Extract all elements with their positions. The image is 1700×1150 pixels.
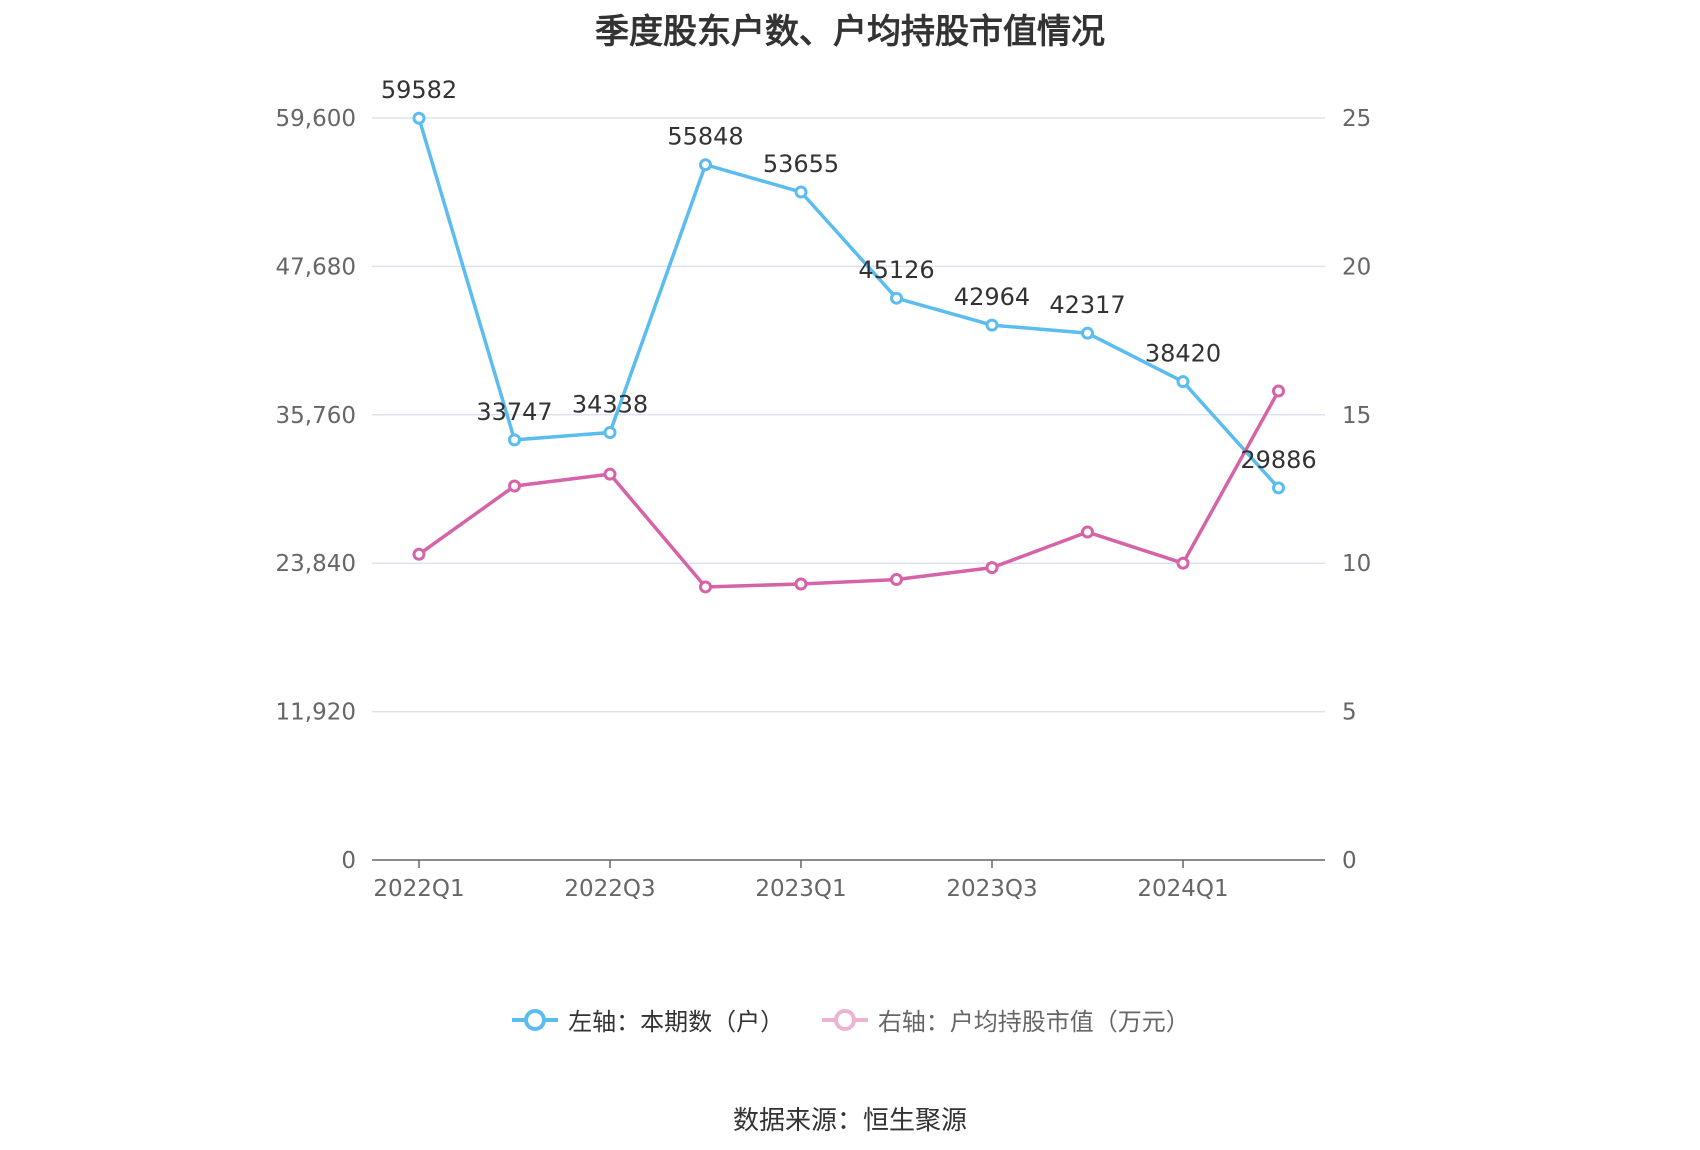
data-point-left <box>1176 375 1190 389</box>
data-point-right <box>1272 384 1285 398</box>
legend: 左轴：本期数（户） 右轴：户均持股市值（万元） <box>0 1002 1700 1038</box>
data-point-right <box>603 467 617 481</box>
data-point-left <box>1272 481 1285 495</box>
y-right-tick-label: 15 <box>1342 403 1371 429</box>
x-tick-label: 2023Q1 <box>755 876 846 902</box>
y-left-tick-label: 11,920 <box>276 700 356 726</box>
x-tick-label: 2022Q1 <box>373 876 464 902</box>
x-tick-label: 2022Q3 <box>564 876 655 902</box>
y-right-tick-label: 0 <box>1342 848 1357 874</box>
data-point-right <box>699 580 712 594</box>
data-point-left <box>412 111 426 125</box>
data-point-left <box>1081 326 1094 340</box>
series-line-left <box>417 117 1280 490</box>
data-label: 34338 <box>572 391 648 419</box>
data-label: 29886 <box>1240 446 1316 474</box>
grid-lines <box>372 117 1325 713</box>
data-point-right <box>985 561 999 575</box>
data-point-left <box>985 318 999 332</box>
y-left-tick-label: 0 <box>341 848 356 874</box>
data-point-right <box>508 479 521 493</box>
y-left-tick-label: 23,840 <box>276 551 356 577</box>
x-tick-label: 2023Q3 <box>946 876 1037 902</box>
y-left-tick-label: 59,600 <box>276 106 356 132</box>
data-label: 42317 <box>1049 291 1125 319</box>
y-right-tick-label: 10 <box>1342 551 1371 577</box>
series-left <box>412 111 1285 495</box>
data-point-right <box>1176 556 1190 570</box>
data-label: 59582 <box>381 76 457 104</box>
data-point-left <box>794 185 808 199</box>
data-labels: 59582 33747 34338 55848 53655 45126 42964 42317… <box>381 76 1317 474</box>
chart-title: 季度股东户数、户均持股市值情况 <box>595 12 1105 52</box>
data-point-left <box>508 433 521 447</box>
data-point-right <box>794 577 808 591</box>
line-chart: 0 0 11,920 5 23,840 10 35,760 15 47,680 20 59,600 2… <box>276 76 1372 902</box>
series-right <box>412 384 1285 594</box>
axes: 0 0 11,920 5 23,840 10 35,760 15 47,680 20 59,600 2… <box>276 106 1372 902</box>
legend-line-marker-icon <box>512 1008 559 1031</box>
data-point-right <box>412 547 426 561</box>
data-label: 38420 <box>1145 340 1221 368</box>
y-left-tick-label: 35,760 <box>276 403 356 429</box>
y-left-tick-label: 47,680 <box>276 254 356 280</box>
data-point-left <box>603 426 617 440</box>
data-source: 数据来源：恒生聚源 <box>732 1106 967 1136</box>
y-right-tick-label: 25 <box>1342 106 1371 132</box>
series-line-right <box>417 390 1281 589</box>
data-label: 45126 <box>858 256 934 284</box>
data-label: 53655 <box>763 150 839 178</box>
data-point-left <box>699 158 712 172</box>
data-label: 33747 <box>476 398 552 426</box>
legend-label-right: 右轴：户均持股市值（万元） <box>877 1008 1190 1036</box>
legend-line-marker-icon <box>821 1008 868 1031</box>
data-point-left <box>890 291 903 305</box>
x-tick-label: 2024Q1 <box>1137 876 1228 902</box>
data-label: 55848 <box>667 123 743 151</box>
y-right-tick-label: 5 <box>1342 700 1357 726</box>
data-point-right <box>1081 525 1094 539</box>
data-label: 42964 <box>954 283 1030 311</box>
legend-item-right[interactable]: 右轴：户均持股市值（万元） <box>820 1002 1190 1037</box>
y-right-tick-label: 20 <box>1342 254 1371 280</box>
legend-item-left[interactable]: 左轴：本期数（户） <box>510 1002 784 1037</box>
legend-label-left: 左轴：本期数（户） <box>568 1008 785 1036</box>
data-point-right <box>890 573 903 587</box>
